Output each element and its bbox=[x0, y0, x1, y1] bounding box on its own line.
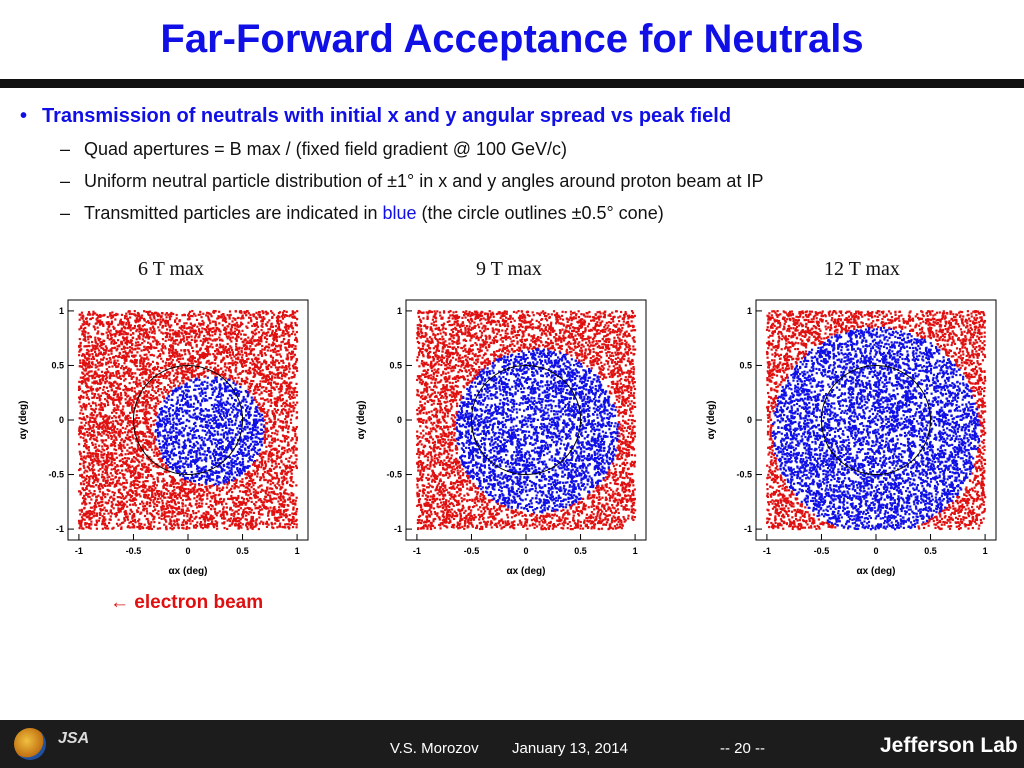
x-tick-label: 0 bbox=[523, 546, 528, 556]
sub-bullet-1: – Quad apertures = B max / (fixed field … bbox=[60, 138, 1010, 160]
scatter-plot-9t: -1 -0.5 0 0.5 1 -1 -0.5 0 0.5 1 αx (deg) αy (deg) bbox=[356, 299, 647, 577]
y-axis-label: αy (deg) bbox=[356, 401, 367, 440]
y-tick-label: 0.5 bbox=[739, 360, 752, 370]
x-tick-label: -1 bbox=[75, 546, 83, 556]
y-tick-label: 0 bbox=[397, 415, 402, 425]
y-tick-label: -1 bbox=[394, 524, 402, 534]
reference-circle bbox=[132, 364, 244, 476]
sub-bullet-3: – Transmitted particles are indicated in… bbox=[60, 202, 1010, 224]
x-tick-label: -0.5 bbox=[464, 546, 480, 556]
x-tick-label: 1 bbox=[295, 546, 300, 556]
scatter-points bbox=[77, 309, 299, 531]
dash: – bbox=[60, 170, 84, 192]
title-divider bbox=[0, 79, 1024, 88]
plot-title-6t: 6 T max bbox=[138, 258, 204, 281]
x-tick-label: 0.5 bbox=[574, 546, 587, 556]
jefferson-lab-logo: Jefferson Lab bbox=[880, 734, 1018, 758]
y-tick-label: 0 bbox=[747, 415, 752, 425]
y-tick-label: 0.5 bbox=[51, 360, 64, 370]
scatter-plot-12t: -1 -0.5 0 0.5 1 -1 -0.5 0 0.5 1 αx (deg) αy (deg) bbox=[706, 299, 997, 577]
x-axis-label: αx (deg) bbox=[857, 566, 896, 577]
electron-beam-label: ← electron beam bbox=[110, 592, 263, 614]
x-tick-label: -1 bbox=[763, 546, 771, 556]
reference-circle bbox=[820, 364, 932, 476]
footer-date: January 13, 2014 bbox=[512, 740, 628, 757]
y-tick-label: -0.5 bbox=[48, 470, 64, 480]
footer-page: -- 20 -- bbox=[720, 740, 765, 757]
scatter-plot-6t: -1 -0.5 0 0.5 1 -1 -0.5 0 0.5 1 αx (deg) αy (deg) bbox=[18, 299, 309, 577]
dash: – bbox=[60, 138, 84, 160]
reference-circle bbox=[470, 364, 582, 476]
y-tick-label: 1 bbox=[59, 306, 64, 316]
bullet-list: • Transmission of neutrals with initial … bbox=[20, 104, 1010, 224]
y-tick-label: -1 bbox=[744, 524, 752, 534]
y-tick-label: -0.5 bbox=[736, 470, 752, 480]
sub-bullet-3-part-a: Transmitted particles are indicated in bbox=[84, 203, 382, 223]
x-tick-label: -1 bbox=[413, 546, 421, 556]
main-bullet-text: Transmission of neutrals with initial x … bbox=[42, 104, 731, 128]
jsa-logo: JSA bbox=[58, 730, 108, 758]
footer-author: V.S. Morozov bbox=[390, 740, 479, 757]
footer-bar bbox=[0, 720, 1024, 768]
x-tick-label: 0 bbox=[873, 546, 878, 556]
y-tick-label: -1 bbox=[56, 524, 64, 534]
sub-bullet-3-part-c: (the circle outlines ±0.5° cone) bbox=[417, 203, 664, 223]
x-tick-label: -0.5 bbox=[126, 546, 142, 556]
y-tick-label: 0 bbox=[59, 415, 64, 425]
y-tick-label: 1 bbox=[397, 306, 402, 316]
x-axis-label: αx (deg) bbox=[169, 566, 208, 577]
x-tick-label: -0.5 bbox=[814, 546, 830, 556]
plot-title-9t: 9 T max bbox=[476, 258, 542, 281]
x-tick-label: 1 bbox=[633, 546, 638, 556]
x-tick-label: 1 bbox=[983, 546, 988, 556]
bullet-dot: • bbox=[20, 104, 42, 128]
sub-bullet-2: – Uniform neutral particle distribution … bbox=[60, 170, 1010, 192]
sub-bullet-1-text: Quad apertures = B max / (fixed field gr… bbox=[84, 138, 567, 160]
scatter-points bbox=[765, 309, 987, 531]
y-axis-label: αy (deg) bbox=[706, 401, 717, 440]
y-tick-label: -0.5 bbox=[386, 470, 402, 480]
blue-word: blue bbox=[382, 203, 416, 223]
sub-bullet-2-text: Uniform neutral particle distribution of… bbox=[84, 170, 763, 192]
slide-title: Far-Forward Acceptance for Neutrals bbox=[0, 0, 1024, 78]
x-tick-label: 0.5 bbox=[236, 546, 249, 556]
main-bullet: • Transmission of neutrals with initial … bbox=[20, 104, 1010, 128]
x-tick-label: 0.5 bbox=[924, 546, 937, 556]
plot-title-12t: 12 T max bbox=[824, 258, 900, 281]
lab-seal-logo bbox=[14, 728, 46, 760]
y-tick-label: 0.5 bbox=[389, 360, 402, 370]
scatter-points bbox=[416, 309, 637, 531]
dash: – bbox=[60, 202, 84, 224]
sub-bullet-3-text: Transmitted particles are indicated in b… bbox=[84, 202, 664, 224]
y-tick-label: 1 bbox=[747, 306, 752, 316]
x-axis-label: αx (deg) bbox=[507, 566, 546, 577]
y-axis-label: αy (deg) bbox=[18, 401, 29, 440]
x-tick-label: 0 bbox=[185, 546, 190, 556]
